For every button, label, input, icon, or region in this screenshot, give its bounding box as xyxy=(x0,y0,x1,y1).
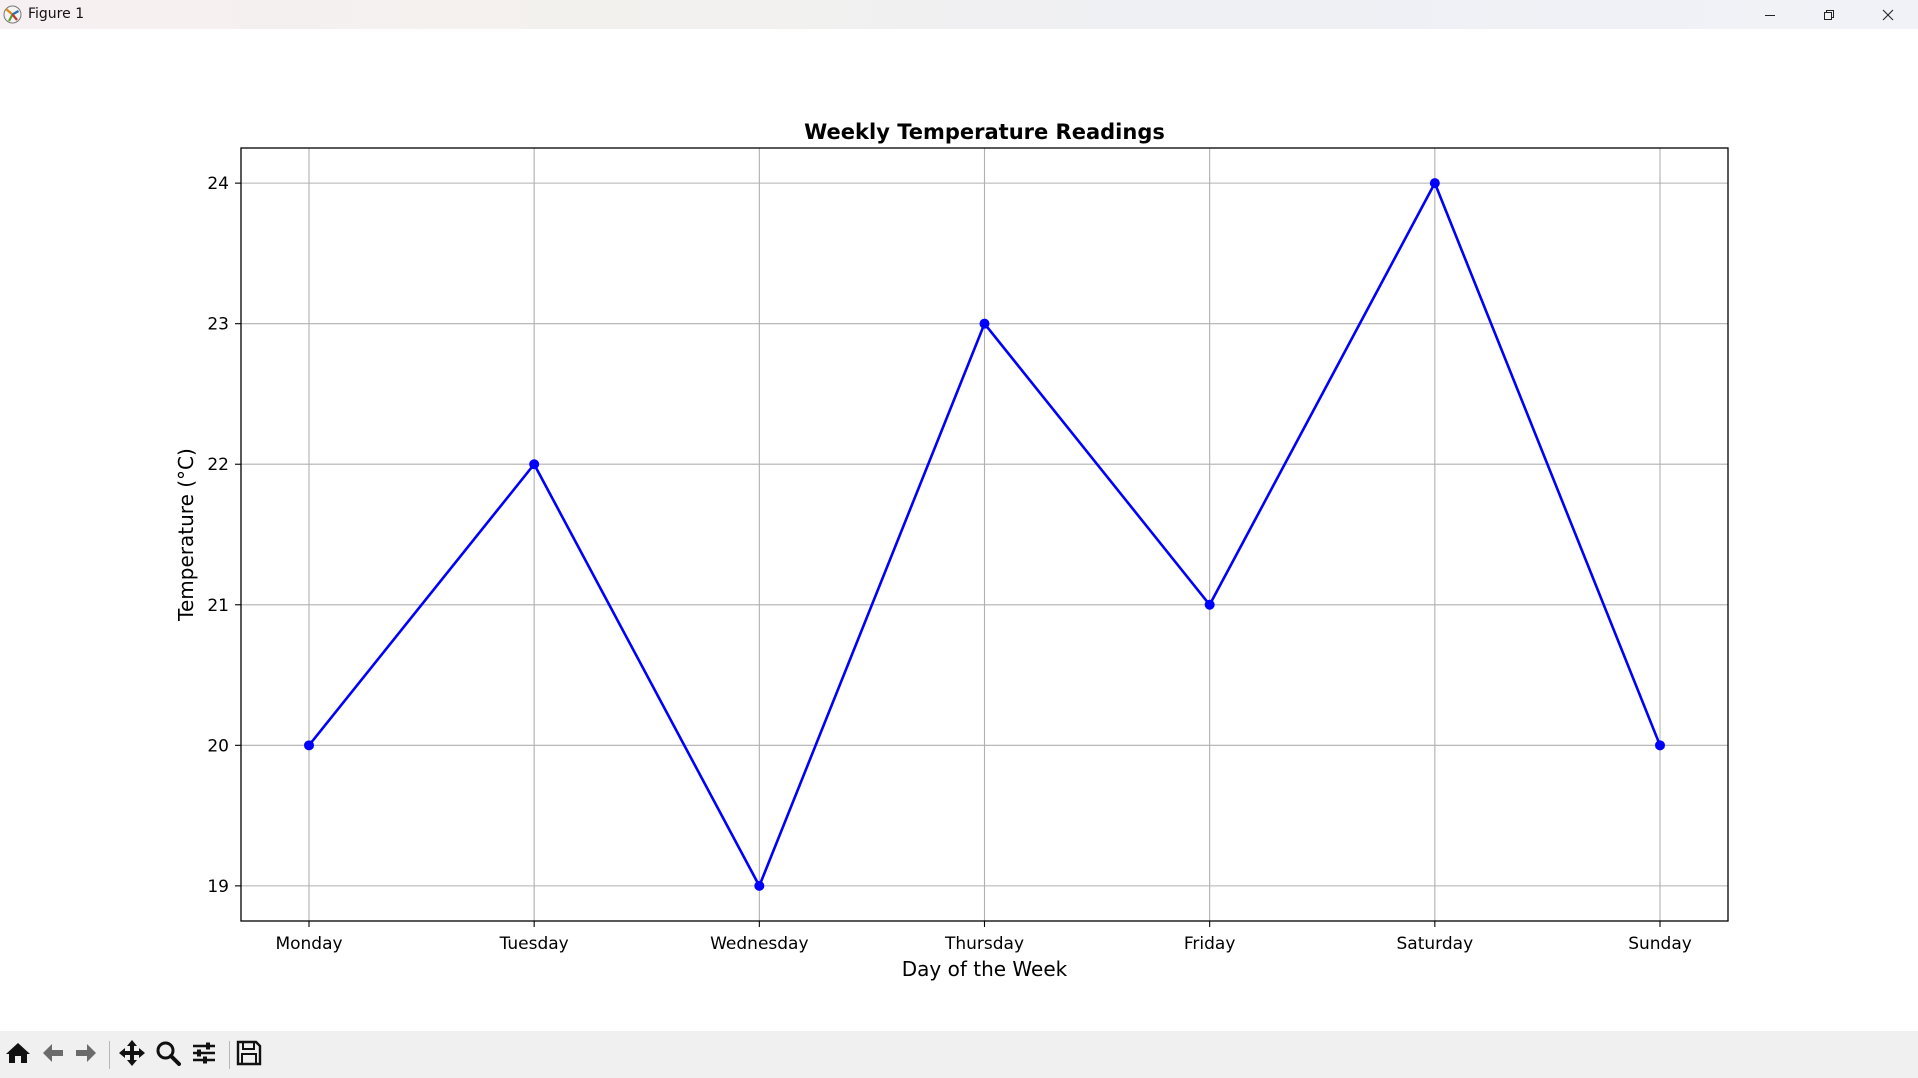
grid-lines xyxy=(241,148,1728,921)
window-title: Figure 1 xyxy=(28,6,85,22)
y-tick-label: 24 xyxy=(207,174,229,194)
x-tick-label: Sunday xyxy=(1628,934,1692,954)
pan-button[interactable] xyxy=(116,1040,148,1070)
matplotlib-app-icon xyxy=(3,5,22,24)
y-tick-label: 22 xyxy=(207,455,229,475)
chart-title: Weekly Temperature Readings xyxy=(804,120,1165,144)
pan-icon xyxy=(118,1039,146,1071)
data-point-marker xyxy=(304,740,314,751)
forward-arrow-icon xyxy=(74,1042,98,1068)
y-axis-label: Temperature (°C) xyxy=(174,448,198,622)
x-axis-label: Day of the Week xyxy=(902,957,1068,981)
toolbar-separator xyxy=(229,1041,230,1069)
configure-subplots-icon xyxy=(191,1041,217,1069)
x-tick-label: Saturday xyxy=(1397,934,1474,954)
save-icon xyxy=(236,1040,262,1070)
close-icon xyxy=(1882,9,1894,21)
back-arrow-icon xyxy=(41,1042,65,1068)
minimize-icon xyxy=(1764,9,1776,21)
data-point-marker xyxy=(754,880,765,891)
configure-subplots-button[interactable] xyxy=(188,1040,220,1070)
series-layer xyxy=(304,178,1665,891)
restore-button[interactable] xyxy=(1800,0,1858,29)
toolbar-separator xyxy=(109,1041,110,1069)
forward-button[interactable] xyxy=(70,1040,102,1070)
figure-canvas[interactable]: Monday Tuesday Wednesday Thursday Friday Satu… xyxy=(0,29,1918,1031)
back-button[interactable] xyxy=(37,1040,69,1070)
x-tick-label: Wednesday xyxy=(710,934,808,954)
x-tick-label: Friday xyxy=(1184,934,1236,954)
zoom-icon xyxy=(155,1040,181,1070)
x-tick-label: Thursday xyxy=(944,934,1024,954)
x-tick-label: Tuesday xyxy=(499,934,569,954)
data-point-marker xyxy=(529,459,540,470)
y-tick-label: 19 xyxy=(207,877,229,897)
home-button[interactable] xyxy=(2,1040,34,1070)
navigation-toolbar xyxy=(0,1031,1918,1078)
line-chart: Monday Tuesday Wednesday Thursday Friday Satu… xyxy=(174,120,1729,981)
close-button[interactable] xyxy=(1859,0,1917,29)
y-tick-label: 23 xyxy=(207,315,229,335)
zoom-button[interactable] xyxy=(152,1040,184,1070)
data-point-marker xyxy=(979,318,990,329)
data-point-marker xyxy=(1429,178,1440,189)
y-tick-label: 21 xyxy=(207,596,229,616)
ticks-layer: Monday Tuesday Wednesday Thursday Friday Satu… xyxy=(207,174,1691,954)
data-point-marker xyxy=(1655,740,1665,751)
minimize-button[interactable] xyxy=(1741,0,1799,29)
save-button[interactable] xyxy=(233,1040,265,1070)
title-bar: Figure 1 xyxy=(0,0,1918,29)
restore-icon xyxy=(1823,9,1835,21)
data-point-marker xyxy=(1204,599,1215,610)
home-icon xyxy=(5,1041,31,1069)
x-tick-label: Monday xyxy=(275,934,342,954)
y-tick-label: 20 xyxy=(207,736,229,756)
